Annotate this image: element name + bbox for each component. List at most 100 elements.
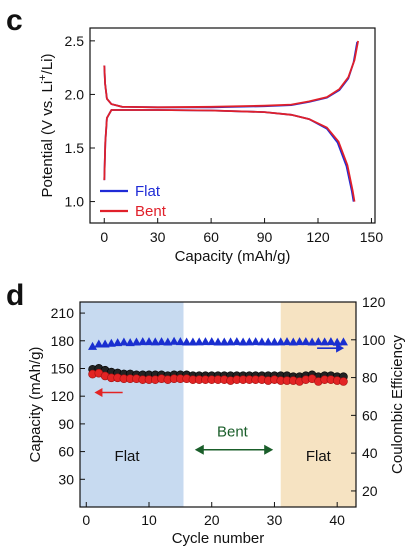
efficiency-point — [313, 337, 323, 346]
region-1-background — [183, 302, 281, 507]
efficiency-point — [113, 338, 123, 347]
y-axis-label-part: Potential (V vs. Li — [39, 81, 56, 198]
efficiency-point — [207, 337, 217, 346]
x-tick-label: 120 — [306, 229, 330, 245]
efficiency-point — [182, 337, 192, 346]
y-left-tick-label: 210 — [51, 305, 75, 321]
efficiency-point — [175, 337, 185, 346]
efficiency-point — [163, 337, 173, 346]
efficiency-point — [244, 337, 254, 346]
panel-c-chart: 0 30 60 90 120 150 1.0 1.5 2.0 2.5 Capacity (mAh/g… — [37, 27, 384, 265]
x-axis-label: Capacity (mAh/g) — [175, 248, 291, 265]
panel-c-letter: c — [6, 4, 23, 37]
panel-d-letter: d — [6, 279, 24, 312]
y-tick-label: 1.0 — [65, 194, 85, 210]
y-left-axis-label: Capacity (mAh/g) — [27, 347, 44, 463]
efficiency-point — [326, 337, 336, 346]
y-axis-label-sup: + — [37, 74, 49, 80]
y-right-tick-label: 80 — [362, 370, 378, 386]
efficiency-point — [157, 337, 167, 346]
efficiency-point — [257, 337, 267, 346]
y-axis-label: Potential (V vs. Li+/Li) — [37, 54, 56, 198]
efficiency-point — [301, 337, 311, 346]
y-left-tick-label: 150 — [51, 360, 75, 376]
x-tick-label: 20 — [204, 512, 220, 528]
x-tick-label: 40 — [329, 512, 345, 528]
efficiency-point — [269, 337, 279, 346]
efficiency-point — [150, 337, 160, 346]
bent-arrow-head-left — [194, 444, 204, 455]
efficiency-point — [276, 337, 286, 346]
y-left-tick-label: 90 — [58, 416, 74, 432]
efficiency-point — [169, 336, 179, 345]
efficiency-point — [238, 337, 248, 346]
efficiency-point — [125, 338, 135, 347]
region-0-background — [80, 302, 184, 507]
y-right-tick-label: 40 — [362, 445, 378, 461]
efficiency-point — [232, 337, 242, 346]
y-left-tick-label: 180 — [51, 333, 75, 349]
efficiency-point — [131, 337, 141, 346]
efficiency-point — [88, 341, 98, 350]
efficiency-point — [138, 337, 148, 346]
efficiency-point — [144, 337, 154, 346]
region-label-flat-right: Flat — [306, 448, 332, 465]
efficiency-point — [106, 338, 116, 347]
efficiency-point — [226, 337, 236, 346]
efficiency-point — [320, 337, 330, 346]
efficiency-point — [188, 337, 198, 346]
y-tick-label: 2.0 — [65, 86, 85, 102]
efficiency-point — [219, 337, 229, 346]
efficiency-point — [100, 339, 110, 348]
efficiency-point — [213, 337, 223, 346]
efficiency-point — [251, 337, 261, 346]
efficiency-point — [332, 337, 342, 346]
legend-label-bent: Bent — [135, 203, 167, 220]
capacity-axis-arrow-head — [94, 387, 103, 397]
y-left-tick-label: 60 — [58, 444, 74, 460]
y-right-tick-label: 100 — [362, 332, 386, 348]
efficiency-point — [307, 337, 317, 346]
efficiency-point — [288, 337, 298, 346]
y-left-tick-label: 30 — [58, 471, 74, 487]
x-tick-label: 30 — [150, 229, 166, 245]
y-tick-label: 1.5 — [65, 140, 85, 156]
series-bent-curve-0 — [103, 40, 359, 109]
series-flat-curve-0 — [103, 41, 359, 109]
x-tick-label: 0 — [82, 512, 90, 528]
efficiency-point — [119, 337, 129, 346]
efficiency-point — [263, 337, 273, 346]
capacity-point — [339, 377, 348, 386]
x-axis-label: Cycle number — [172, 530, 265, 547]
x-tick-label: 60 — [203, 229, 219, 245]
y-right-tick-label: 60 — [362, 407, 378, 423]
region-2-background — [280, 302, 356, 507]
efficiency-point — [282, 337, 292, 346]
y-tick-label: 2.5 — [65, 33, 85, 49]
y-right-tick-label: 120 — [362, 294, 386, 310]
plot-frame — [89, 27, 376, 224]
efficiency-point — [295, 337, 305, 346]
panel-d-chart: Flat Bent Flat 0 10 20 30 40 30 60 90 120 150 180 210 2… — [27, 294, 406, 547]
x-tick-label: 150 — [360, 229, 384, 245]
plot-frame — [79, 301, 357, 508]
y-right-axis-label: Coulombic Efficiency — [389, 335, 406, 474]
x-tick-label: 0 — [100, 229, 108, 245]
legend-label-flat: Flat — [135, 183, 161, 200]
region-label-bent: Bent — [217, 423, 249, 440]
series-bent-curve-1 — [103, 109, 356, 202]
x-tick-label: 10 — [141, 512, 157, 528]
efficiency-point — [200, 337, 210, 346]
x-tick-label: 90 — [257, 229, 273, 245]
efficiency-point — [338, 337, 348, 346]
region-label-flat-left: Flat — [115, 448, 141, 465]
bent-arrow-head-right — [264, 444, 274, 455]
efficiency-axis-arrow-head — [336, 343, 345, 353]
y-left-tick-label: 120 — [51, 388, 75, 404]
efficiency-point — [94, 339, 104, 348]
y-right-tick-label: 20 — [362, 483, 378, 499]
efficiency-point — [194, 337, 204, 346]
x-tick-label: 30 — [267, 512, 283, 528]
y-axis-label-part: /Li) — [39, 54, 56, 75]
